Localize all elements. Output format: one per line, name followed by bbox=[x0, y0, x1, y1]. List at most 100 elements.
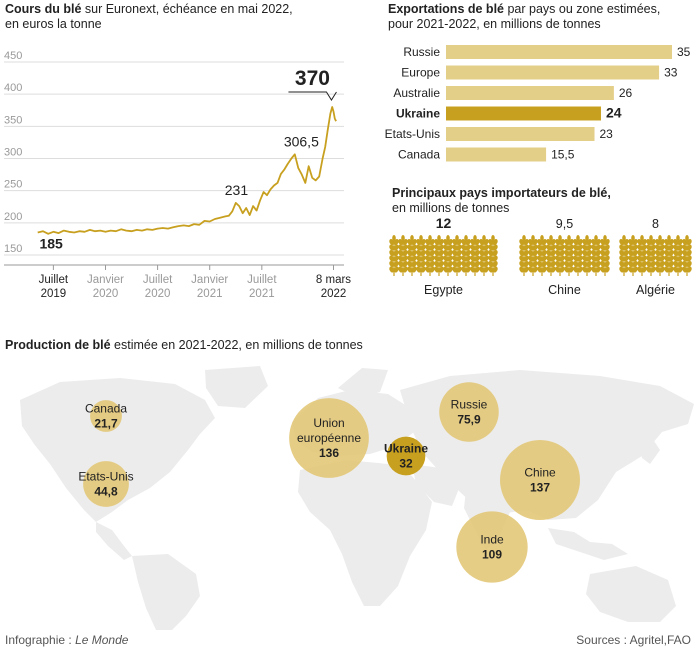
wheat-grain bbox=[573, 249, 579, 257]
wheat-grain bbox=[456, 249, 462, 257]
wheat-icon bbox=[582, 235, 592, 276]
wheat-grain bbox=[559, 249, 565, 257]
price-x-tick-label: 2021 bbox=[197, 288, 223, 300]
wheat-grain bbox=[591, 244, 597, 251]
wheat-grain bbox=[641, 244, 647, 251]
wheat-grain bbox=[677, 266, 683, 273]
wheat-grain bbox=[528, 244, 534, 251]
production-bubble bbox=[386, 436, 426, 476]
wheat-grain bbox=[532, 244, 538, 251]
wheat-grain bbox=[628, 238, 634, 246]
wheat-grain bbox=[668, 244, 674, 251]
wheat-grain bbox=[628, 255, 634, 262]
wheat-grain bbox=[564, 266, 570, 273]
production-bubble bbox=[456, 511, 528, 583]
wheat-grain bbox=[411, 244, 417, 251]
wheat-grain bbox=[550, 249, 556, 257]
wheat-grain bbox=[429, 238, 435, 246]
wheat-grain bbox=[586, 260, 592, 268]
wheat-grain bbox=[425, 255, 431, 262]
wheat-grain bbox=[564, 255, 570, 262]
production-title-rest: estimée en 2021-2022, en millions de ton… bbox=[110, 338, 363, 352]
land-japan bbox=[640, 438, 660, 464]
wheat-grain bbox=[402, 255, 408, 262]
land-se-asia bbox=[548, 528, 628, 560]
wheat-grain bbox=[541, 266, 547, 273]
production-chart-title: Production de blé estimée en 2021-2022, … bbox=[5, 338, 363, 353]
wheat-grain bbox=[389, 266, 395, 273]
wheat-grain bbox=[488, 249, 494, 257]
wheat-grain bbox=[586, 255, 592, 262]
price-chart-title: Cours du blé sur Euronext, échéance en m… bbox=[5, 2, 293, 32]
wheat-grain bbox=[600, 238, 606, 246]
wheat-icon bbox=[591, 235, 601, 276]
wheat-grain bbox=[447, 266, 453, 273]
wheat-grain bbox=[532, 266, 538, 273]
production-value-label: 137 bbox=[530, 481, 550, 495]
wheat-grain bbox=[425, 244, 431, 251]
land-south-america bbox=[132, 554, 200, 630]
wheat-grain bbox=[655, 238, 661, 246]
wheat-grain bbox=[474, 244, 480, 251]
exports-bar bbox=[446, 86, 614, 100]
wheat-grain bbox=[537, 249, 543, 257]
wheat-grain bbox=[461, 238, 467, 246]
wheat-grain bbox=[604, 260, 610, 268]
wheat-grain bbox=[420, 260, 426, 268]
production-country-label: Canada bbox=[85, 402, 127, 416]
wheat-grain bbox=[389, 255, 395, 262]
wheat-grain bbox=[600, 266, 606, 273]
wheat-grain bbox=[595, 260, 601, 268]
wheat-grain bbox=[531, 235, 535, 241]
imports-value-label: 8 bbox=[652, 217, 659, 231]
wheat-grain bbox=[604, 238, 610, 246]
wheat-grain bbox=[425, 260, 431, 268]
wheat-grain bbox=[576, 235, 580, 241]
wheat-grain bbox=[650, 249, 656, 257]
wheat-grain bbox=[677, 238, 683, 246]
price-x-tick-label: Juillet bbox=[39, 274, 69, 286]
wheat-grain bbox=[646, 260, 652, 268]
wheat-grain bbox=[677, 260, 683, 268]
wheat-grain bbox=[668, 260, 674, 268]
wheat-grain bbox=[411, 255, 417, 262]
land-middle-east bbox=[412, 464, 460, 506]
wheat-grain bbox=[686, 249, 692, 257]
wheat-grain bbox=[640, 235, 644, 241]
wheat-grain bbox=[686, 238, 692, 246]
wheat-grain bbox=[492, 260, 498, 268]
wheat-grain bbox=[402, 260, 408, 268]
wheat-grain bbox=[416, 260, 422, 268]
wheat-grain bbox=[488, 255, 494, 262]
wheat-grain bbox=[632, 266, 638, 273]
wheat-grain bbox=[658, 235, 662, 241]
production-value-label: 32 bbox=[399, 457, 413, 471]
wheat-grain bbox=[564, 260, 570, 268]
wheat-grain bbox=[650, 238, 656, 246]
wheat-grain bbox=[420, 266, 426, 273]
wheat-grain bbox=[479, 260, 485, 268]
wheat-grain bbox=[470, 266, 476, 273]
wheat-grain bbox=[389, 238, 395, 246]
wheat-grain bbox=[447, 249, 453, 257]
wheat-grain bbox=[677, 255, 683, 262]
wheat-grain bbox=[461, 244, 467, 251]
exports-category-label: Australie bbox=[393, 86, 440, 100]
wheat-grain bbox=[393, 266, 399, 273]
wheat-grain bbox=[600, 244, 606, 251]
wheat-grain bbox=[555, 249, 561, 257]
wheat-grain bbox=[438, 255, 444, 262]
wheat-grain bbox=[559, 255, 565, 262]
land-greenland bbox=[205, 366, 268, 408]
wheat-icon bbox=[488, 235, 498, 276]
wheat-grain bbox=[573, 266, 579, 273]
wheat-icon bbox=[682, 235, 692, 276]
wheat-grain bbox=[655, 255, 661, 262]
wheat-grain bbox=[429, 249, 435, 257]
wheat-grain bbox=[595, 249, 601, 257]
wheat-grain bbox=[559, 260, 565, 268]
price-line-chart: 150 200 250 300 350 400 450 Juillet 2019 Janvier 2… bbox=[4, 50, 351, 300]
wheat-grain bbox=[628, 266, 634, 273]
imports-category-label: Algérie bbox=[636, 283, 675, 297]
wheat-grain bbox=[646, 244, 652, 251]
